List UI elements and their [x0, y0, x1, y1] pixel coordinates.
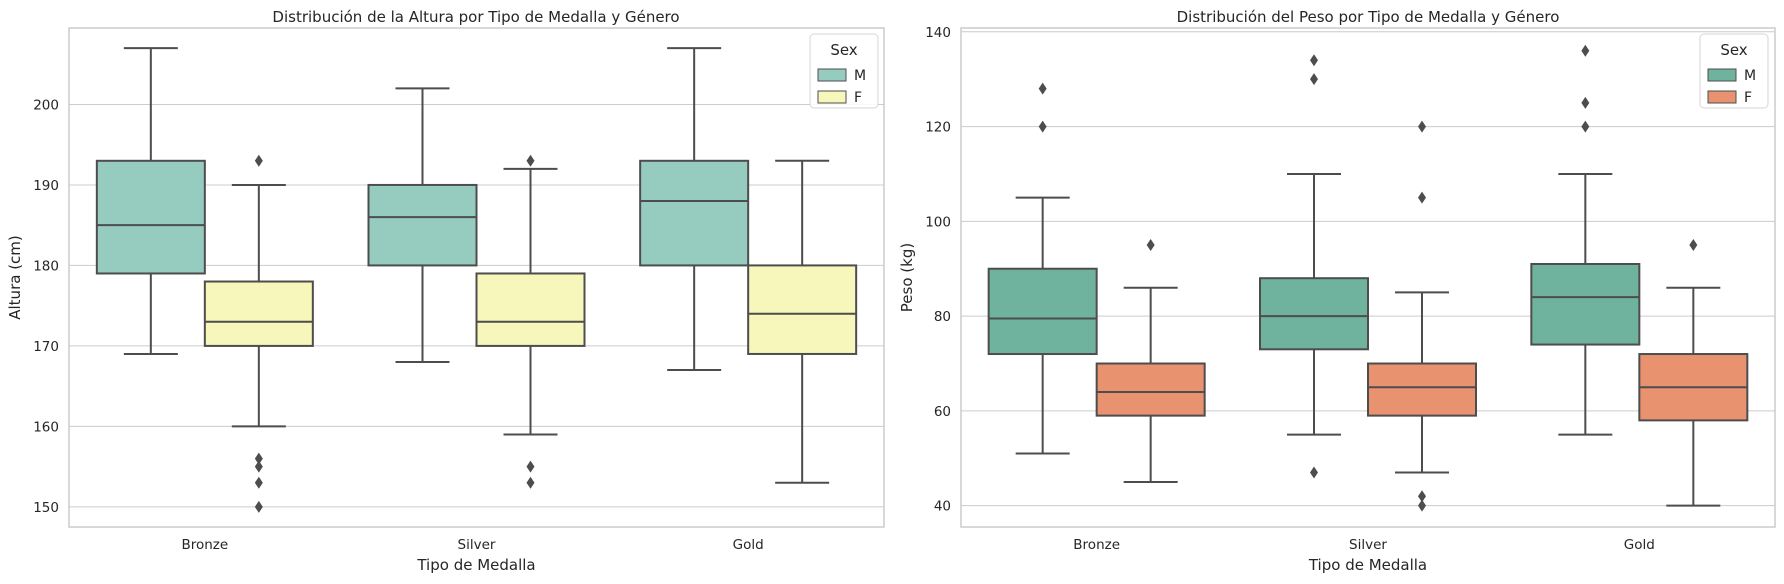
weight-y-axis-label: Peso (kg) [898, 243, 916, 312]
outlier-point [1418, 499, 1426, 512]
box-M-Bronze [95, 47, 206, 355]
box-F-Bronze [203, 154, 314, 513]
legend-title: Sex [1720, 41, 1747, 59]
outlier-point [1581, 44, 1590, 57]
outlier-point [254, 460, 263, 473]
legend-swatch [817, 90, 847, 104]
height-boxplot-panel: Distribución de la Altura por Tipo de Me… [6, 8, 885, 574]
outlier-point [526, 154, 535, 167]
iqr-box [987, 267, 1098, 356]
y-tick-label: 120 [925, 120, 951, 136]
y-tick-label: 200 [33, 97, 59, 113]
iqr-box [95, 159, 206, 275]
legend: Sex MF [809, 33, 879, 109]
x-tick-label: Bronze [1073, 537, 1120, 553]
outlier-point [1581, 120, 1590, 133]
outlier-point [1146, 239, 1155, 252]
outlier-point [254, 452, 263, 465]
y-tick-label: 100 [925, 214, 951, 230]
y-tick-label: 80 [934, 309, 951, 325]
box-F-Bronze [1095, 239, 1206, 483]
iqr-box [747, 264, 858, 355]
legend: Sex MF [1699, 33, 1769, 109]
y-tick-label: 190 [33, 178, 59, 194]
outlier-point [1418, 120, 1426, 133]
box-F-Gold [747, 159, 858, 484]
y-tick-label: 40 [934, 499, 951, 515]
x-tick-label: Silver [1349, 537, 1387, 553]
x-tick-label: Silver [458, 537, 496, 553]
outlier-point [526, 476, 535, 489]
box-F-Silver [1367, 120, 1477, 512]
iqr-box [1259, 277, 1369, 351]
box-M-Bronze [987, 82, 1098, 455]
outlier-point [1418, 191, 1426, 204]
outlier-point [254, 500, 263, 513]
weight-chart-title: Distribución del Peso por Tipo de Medall… [1177, 8, 1560, 26]
outlier-point [1310, 73, 1318, 86]
weight-plot-area: 40 60 80 100 120 140 Bronze Silver Gold Sex MF [925, 25, 1776, 553]
legend-swatch [1707, 90, 1737, 104]
outlier-point [254, 154, 263, 167]
outlier-point [1310, 466, 1318, 479]
legend-label: F [1744, 90, 1752, 106]
height-x-axis-label: Tipo de Medalla [416, 556, 535, 574]
iqr-box [1367, 362, 1477, 417]
weight-boxplot-panel: Distribución del Peso por Tipo de Medall… [898, 8, 1776, 574]
box-M-Silver [367, 87, 478, 364]
y-tick-label: 150 [33, 500, 59, 516]
weight-x-axis-label: Tipo de Medalla [1308, 556, 1427, 574]
box-M-Silver [1259, 54, 1369, 479]
legend-label: M [854, 68, 866, 84]
y-tick-label: 180 [33, 258, 59, 274]
y-tick-label: 60 [934, 404, 951, 420]
x-tick-label: Gold [1624, 537, 1655, 553]
height-plot-area: 150 160 170 180 190 200 Bronze Silver Gold Sex MF [33, 27, 885, 553]
box-F-Gold [1638, 239, 1749, 507]
outlier-point [254, 476, 263, 489]
outlier-point [1689, 239, 1698, 252]
legend-swatch [817, 68, 847, 82]
box-M-Gold [639, 47, 750, 372]
legend-label: M [1744, 68, 1756, 84]
x-tick-label: Gold [733, 537, 764, 553]
y-tick-label: 170 [33, 339, 59, 355]
legend-title: Sex [830, 41, 857, 59]
height-y-axis-label: Altura (cm) [6, 235, 24, 320]
iqr-box [1530, 262, 1641, 346]
legend-label: F [854, 90, 862, 106]
y-tick-label: 160 [33, 419, 59, 435]
plot-frame [960, 27, 1776, 528]
outlier-point [1418, 490, 1426, 503]
iqr-box [639, 159, 750, 267]
plot-frame [68, 27, 885, 528]
iqr-box [475, 272, 586, 347]
iqr-box [367, 183, 478, 267]
box-M-Gold [1530, 44, 1641, 436]
outlier-point [1581, 96, 1590, 109]
outlier-point [526, 460, 535, 473]
legend-swatch [1707, 68, 1737, 82]
outlier-point [1038, 120, 1047, 133]
box-F-Silver [475, 154, 586, 489]
x-tick-label: Bronze [181, 537, 228, 553]
y-tick-label: 140 [925, 25, 951, 41]
outlier-point [1310, 54, 1318, 67]
height-chart-title: Distribución de la Altura por Tipo de Me… [272, 8, 679, 26]
iqr-box [1095, 362, 1206, 417]
iqr-box [203, 280, 314, 347]
outlier-point [1038, 82, 1047, 95]
